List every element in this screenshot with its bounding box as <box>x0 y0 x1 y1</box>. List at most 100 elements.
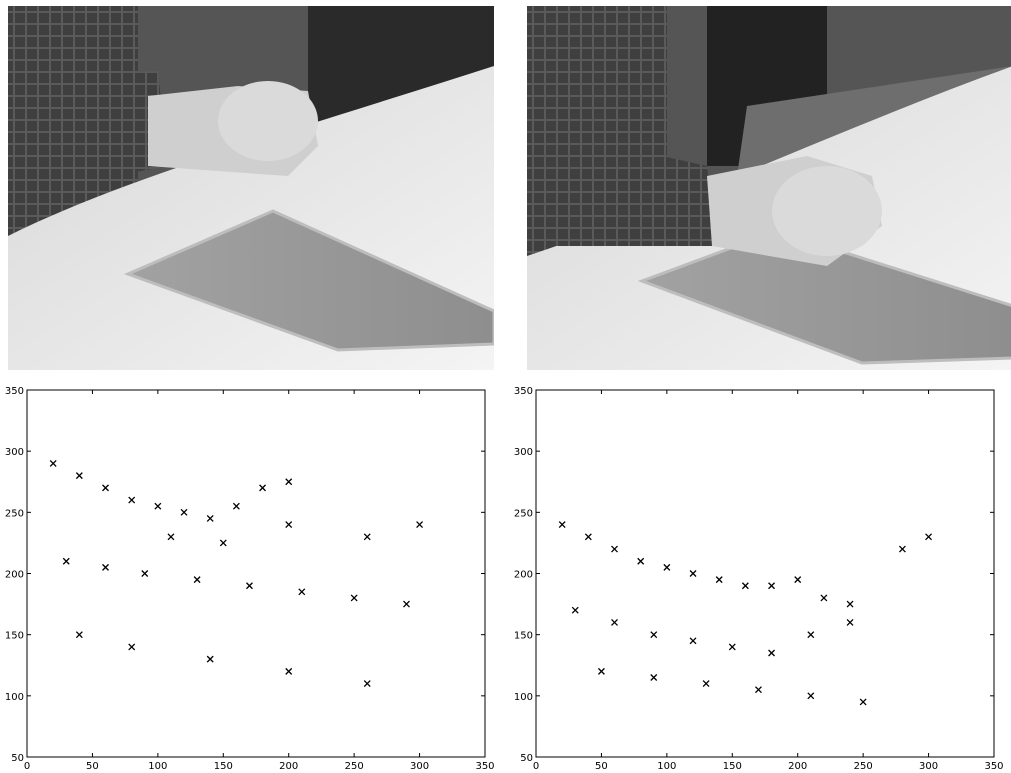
plot-2-point <box>846 618 854 626</box>
plot-1-point <box>128 496 136 504</box>
plot-2-point <box>741 582 749 590</box>
plot-1-point <box>206 514 214 522</box>
plot-2-x-tick-label: 250 <box>854 761 873 772</box>
plot-1-point <box>232 502 240 510</box>
plot-1-y-tick-label: 50 <box>11 753 24 764</box>
plot-2-point <box>807 692 815 700</box>
plot-2-point <box>597 667 605 675</box>
plot-1-point <box>102 563 109 571</box>
plot-2-y-tick-label: 100 <box>514 692 533 703</box>
plot-1-x-tick-label: 0 <box>24 761 30 772</box>
plot-1-point <box>102 484 109 492</box>
plot-1-point <box>245 582 253 590</box>
plot-1-y-tick-label: 200 <box>5 570 24 581</box>
plot-1-frame <box>26 389 486 758</box>
plot-2-x-tick-label: 150 <box>723 761 742 772</box>
plot-1-point <box>49 459 57 467</box>
plot-2-y-tick-label: 150 <box>514 631 533 642</box>
plot-1-y-tick-label: 250 <box>5 508 24 519</box>
plot-1-y-tick-label: 350 <box>5 386 24 397</box>
plot-2-svg: 0 50 100 150 200 250 300 3505010015020025030035… <box>514 386 1004 772</box>
plot-1-point <box>180 508 188 516</box>
plot-1-point <box>75 631 83 639</box>
plot-2-x-tick-label: 50 <box>595 761 608 772</box>
plot-1-svg: 0 50 100 150 200 250 300 3505010015020025030035… <box>5 386 495 772</box>
plot-1-y-tick-label: 150 <box>5 631 24 642</box>
plot-1-point <box>219 539 227 547</box>
plot-2-point <box>728 643 736 651</box>
plot-2-point <box>558 521 566 529</box>
plot-1-x-tick-label: 350 <box>475 761 494 772</box>
plot-1-point <box>285 521 293 529</box>
plot-1: 0 50 100 150 200 250 300 350 50 100 150 200 250 300 35… <box>0 384 502 773</box>
plot-1-x-tick-label: 150 <box>214 761 233 772</box>
plot-2-point <box>611 545 618 553</box>
plot-1-point <box>285 667 293 675</box>
plot-1-point <box>416 521 424 529</box>
plot-2-point <box>611 618 618 626</box>
plot-2-point <box>820 594 828 602</box>
plot-2-x-tick-label: 200 <box>788 761 807 772</box>
plot-1-point <box>285 478 293 486</box>
plot-1-point <box>167 533 175 541</box>
plot-1-x-tick-label: 200 <box>279 761 298 772</box>
plot-2-y-tick-label: 50 <box>520 753 533 764</box>
plot-2-point <box>925 533 933 541</box>
plot-1-point <box>363 680 371 688</box>
plot-1-point <box>206 655 214 663</box>
plot-2-y-tick-label: 250 <box>514 508 533 519</box>
plot-1-point <box>141 570 149 577</box>
plot-2-point <box>768 649 776 657</box>
plot-2-point <box>846 600 854 608</box>
forearm-shirt <box>28 71 168 191</box>
plot-1-point <box>128 643 136 651</box>
plot-1-y-tick-label: 100 <box>5 692 24 703</box>
plot-1-point <box>154 502 162 510</box>
plot-2-point <box>637 557 645 565</box>
photo-frame-2 <box>527 6 1011 370</box>
plot-2-point <box>794 576 802 584</box>
plot-2-frame <box>535 389 995 758</box>
plot-2-point <box>663 563 671 571</box>
knuckles <box>218 81 318 161</box>
plot-2: 0 50 100 150 200 250 300 350 50 100 150 200 250 300 35… <box>509 384 1011 773</box>
plot-2-x-tick-label: 0 <box>533 761 539 772</box>
plot-2-point <box>715 576 723 584</box>
plot-1-point <box>363 533 371 541</box>
plot-2-point <box>650 631 658 639</box>
plot-2-x-tick-label: 300 <box>919 761 938 772</box>
plot-1-point <box>298 588 306 596</box>
plot-1-x-tick-label: 50 <box>86 761 99 772</box>
plot-1-point <box>62 557 70 565</box>
plot-1-point <box>403 600 410 608</box>
plot-1-x-tick-label: 250 <box>345 761 364 772</box>
forearm-shirt <box>527 126 717 246</box>
plot-2-point <box>689 570 697 577</box>
plot-2-point <box>754 686 762 694</box>
plot-2-y-tick-label: 300 <box>514 447 533 458</box>
plot-2-point <box>768 582 776 590</box>
knuckles <box>772 166 882 256</box>
plot-2-y-tick-label: 350 <box>514 386 533 397</box>
photo-frame-1 <box>8 6 494 370</box>
plot-2-point <box>702 680 710 688</box>
plot-1-y-tick-label: 300 <box>5 447 24 458</box>
plot-2-x-tick-label: 100 <box>657 761 676 772</box>
photo-2-illustration <box>527 6 1011 370</box>
plot-2-point <box>859 698 867 706</box>
plot-2-y-tick-label: 200 <box>514 570 533 581</box>
plot-1-point <box>259 484 267 492</box>
plot-2-point <box>689 637 697 645</box>
plot-2-point <box>898 545 906 553</box>
plot-1-point <box>75 472 83 480</box>
plot-1-point <box>193 576 201 584</box>
plot-1-x-tick-label: 300 <box>410 761 429 772</box>
plot-1-point <box>350 594 358 602</box>
plot-1-x-tick-label: 100 <box>148 761 167 772</box>
book <box>123 209 494 352</box>
photo-1-illustration <box>8 6 494 370</box>
plot-2-point <box>650 674 658 681</box>
plot-2-x-tick-label: 350 <box>984 761 1003 772</box>
plot-2-point <box>571 606 579 614</box>
